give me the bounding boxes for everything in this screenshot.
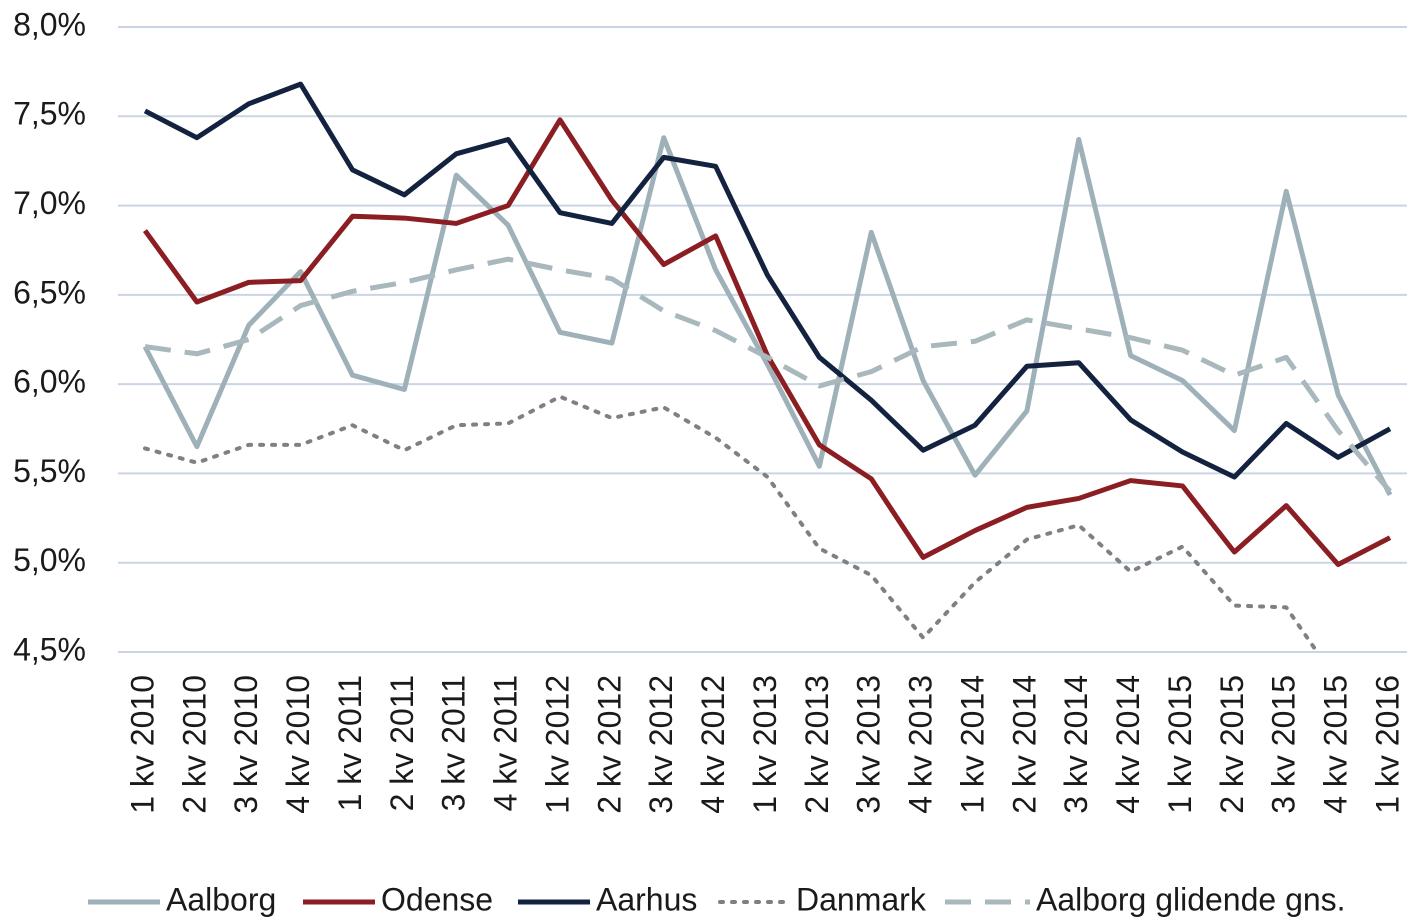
x-tick-label: 2 kv 2010 [176, 675, 212, 814]
x-tick-label: 2 kv 2012 [591, 675, 627, 814]
x-tick-label: 1 kv 2011 [332, 675, 368, 811]
x-tick-label: 4 kv 2015 [1318, 675, 1354, 814]
x-tick-label: 1 kv 2010 [124, 675, 160, 814]
series-line [143, 394, 1320, 652]
x-tick-label: 4 kv 2010 [280, 675, 316, 814]
x-tick-label: 3 kv 2013 [851, 675, 887, 814]
x-tick-label: 3 kv 2011 [436, 675, 472, 811]
y-tick-label: 4,5% [13, 631, 86, 667]
y-tick-label: 5,5% [13, 453, 86, 489]
x-tick-label: 4 kv 2011 [488, 675, 524, 811]
x-tick-label: 1 kv 2015 [1162, 675, 1198, 814]
x-tick-label: 1 kv 2016 [1369, 675, 1405, 814]
x-tick-label: 2 kv 2011 [384, 675, 420, 811]
legend-label: Aarhus [596, 881, 697, 917]
x-tick-label: 2 kv 2015 [1214, 675, 1250, 814]
y-tick-label: 5,0% [13, 542, 86, 578]
x-tick-label: 4 kv 2013 [903, 675, 939, 814]
y-tick-label: 8,0% [13, 6, 86, 42]
y-tick-label: 7,0% [13, 185, 86, 221]
x-tick-label: 3 kv 2010 [228, 675, 264, 814]
legend-label: Odense [381, 881, 493, 917]
legend-label: Danmark [796, 881, 927, 917]
legend-label: Aalborg [166, 881, 276, 917]
y-tick-label: 6,0% [13, 364, 86, 400]
x-tick-label: 3 kv 2014 [1058, 675, 1094, 814]
x-tick-label: 3 kv 2015 [1266, 675, 1302, 814]
x-tick-label: 2 kv 2014 [1006, 675, 1042, 814]
x-tick-label: 1 kv 2012 [539, 675, 575, 814]
x-tick-label: 4 kv 2014 [1110, 675, 1146, 814]
y-tick-label: 7,5% [13, 96, 86, 132]
x-tick-label: 4 kv 2012 [695, 675, 731, 814]
x-tick-label: 1 kv 2013 [747, 675, 783, 814]
series-line [144, 256, 1392, 493]
plot-area [142, 81, 1393, 652]
x-tick-label: 1 kv 2014 [954, 675, 990, 814]
x-tick-label: 3 kv 2012 [643, 675, 679, 814]
x-tick-label: 2 kv 2013 [799, 675, 835, 814]
series-line [143, 81, 1392, 480]
series-line [142, 117, 1392, 567]
y-tick-label: 6,5% [13, 274, 86, 310]
legend-label: Aalborg glidende gns. [1036, 881, 1346, 917]
series-line [142, 135, 1393, 497]
